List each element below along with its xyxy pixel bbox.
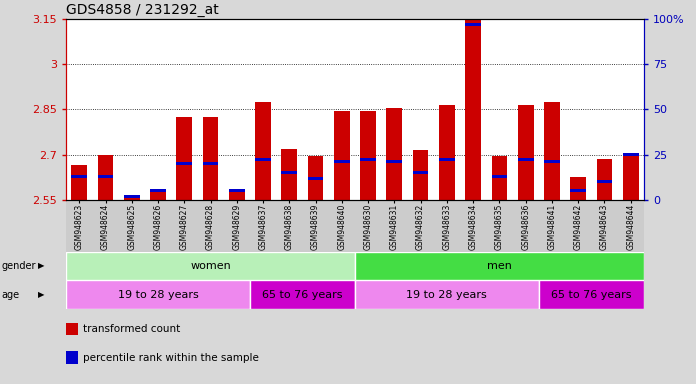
- Bar: [518, 105, 534, 200]
- Bar: [72, 165, 87, 200]
- Bar: [361, 159, 376, 162]
- Bar: [66, 252, 355, 280]
- Bar: [355, 280, 539, 309]
- Bar: [623, 153, 638, 156]
- Bar: [66, 351, 78, 364]
- Bar: [544, 160, 560, 163]
- Bar: [413, 171, 429, 174]
- Bar: [176, 117, 192, 200]
- Bar: [570, 177, 586, 200]
- Bar: [281, 171, 297, 174]
- Bar: [308, 156, 324, 200]
- Bar: [97, 175, 113, 178]
- Bar: [203, 162, 219, 165]
- Bar: [570, 189, 586, 192]
- Text: 65 to 76 years: 65 to 76 years: [262, 290, 342, 300]
- Bar: [176, 162, 192, 165]
- Bar: [229, 189, 245, 192]
- Bar: [308, 177, 324, 180]
- Bar: [229, 192, 245, 200]
- Bar: [439, 159, 454, 162]
- Text: percentile rank within the sample: percentile rank within the sample: [84, 353, 260, 363]
- Text: ▶: ▶: [38, 290, 45, 299]
- Bar: [623, 154, 638, 200]
- Text: 19 to 28 years: 19 to 28 years: [118, 290, 198, 300]
- Bar: [124, 198, 140, 200]
- Text: men: men: [487, 261, 512, 271]
- Bar: [66, 323, 78, 335]
- Bar: [518, 159, 534, 162]
- Text: 19 to 28 years: 19 to 28 years: [406, 290, 487, 300]
- Bar: [491, 175, 507, 178]
- Bar: [150, 189, 166, 192]
- Bar: [361, 111, 376, 200]
- Bar: [386, 160, 402, 163]
- Bar: [97, 154, 113, 200]
- Bar: [386, 108, 402, 200]
- Text: transformed count: transformed count: [84, 324, 181, 334]
- Bar: [334, 111, 349, 200]
- Text: 65 to 76 years: 65 to 76 years: [551, 290, 631, 300]
- Text: gender: gender: [1, 261, 36, 271]
- Bar: [72, 175, 87, 178]
- Bar: [491, 156, 507, 200]
- Bar: [281, 149, 297, 200]
- Bar: [66, 280, 250, 309]
- Bar: [255, 159, 271, 162]
- Text: ▶: ▶: [38, 262, 45, 270]
- Bar: [439, 105, 454, 200]
- Bar: [596, 159, 612, 200]
- Bar: [124, 195, 140, 198]
- Bar: [334, 160, 349, 163]
- Bar: [150, 192, 166, 200]
- Bar: [544, 102, 560, 200]
- Bar: [539, 280, 644, 309]
- Bar: [355, 252, 644, 280]
- Bar: [250, 280, 355, 309]
- Bar: [596, 180, 612, 183]
- Text: age: age: [1, 290, 19, 300]
- Bar: [203, 117, 219, 200]
- Bar: [413, 150, 429, 200]
- Bar: [255, 102, 271, 200]
- Text: women: women: [190, 261, 231, 271]
- Bar: [465, 23, 481, 26]
- Text: GDS4858 / 231292_at: GDS4858 / 231292_at: [66, 3, 219, 17]
- Bar: [465, 0, 481, 200]
